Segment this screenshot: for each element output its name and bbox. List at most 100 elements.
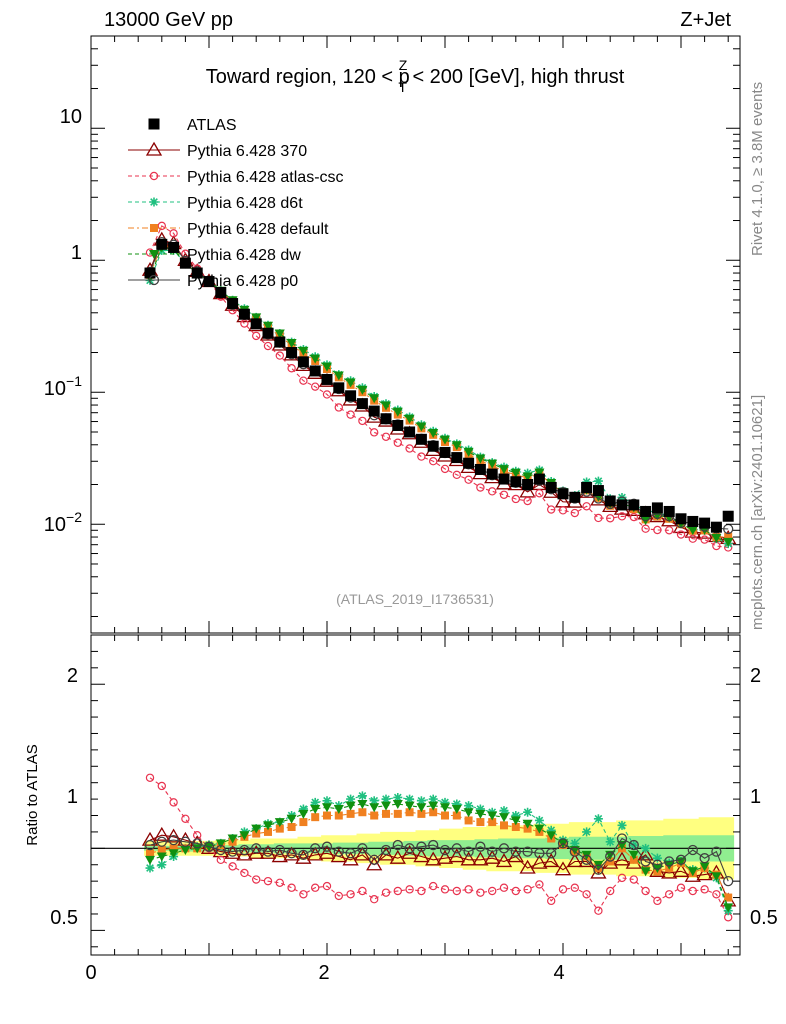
ratio-point-d6t: [570, 838, 580, 848]
ytick-ratio-05-left: 0.5: [50, 907, 78, 929]
ratio-point-p0: [546, 848, 557, 859]
ratio-point-dw: [345, 801, 356, 811]
plot-title-sub: T: [398, 79, 407, 95]
ratio-point-atlascsc: [169, 798, 178, 807]
ratio-point-atlascsc: [358, 886, 367, 896]
ratio-point-default: [488, 818, 497, 827]
ratio-point-default: [500, 821, 508, 830]
main-point-atlascsc: [606, 514, 615, 523]
ratio-point-d6t: [369, 796, 379, 806]
main-point-dw: [333, 371, 344, 381]
ratio-point-default: [146, 849, 154, 858]
ratio-point-d6t: [452, 799, 462, 809]
ratio-point-atlascsc: [157, 781, 166, 791]
ratio-point-p370: [330, 848, 347, 863]
ratio-point-p370: [613, 851, 631, 866]
ratio-point-p0: [416, 841, 427, 852]
ratio-point-dw: [699, 862, 710, 872]
ratio-point-default: [429, 808, 438, 817]
analysis-tag: (ATLAS_2019_I1736531): [336, 591, 494, 607]
ratio-point-p370: [637, 846, 654, 861]
ratio-point-p0: [239, 844, 250, 856]
ratio-point-atlascsc: [393, 886, 402, 896]
ratio-point-p0: [510, 846, 521, 857]
data-point-atlas: [663, 505, 675, 517]
mcplots-label: mcplots.cern.ch [arXiv:2401.10621]: [749, 395, 766, 630]
ratio-point-atlascsc: [547, 896, 556, 906]
data-point-atlas: [710, 521, 722, 533]
main-point-atlascsc: [181, 249, 190, 258]
ratio-point-p0: [675, 854, 687, 865]
ratio-point-d6t: [475, 804, 485, 814]
plot-title-pre: Toward region, 120 < p: [206, 66, 410, 88]
ratio-point-d6t: [405, 794, 415, 804]
ratio-point-dw: [487, 811, 498, 821]
legend-marker-p0: [148, 274, 160, 286]
data-point-atlas: [297, 356, 309, 368]
ytick-ratio-1-left: 1: [67, 786, 78, 808]
ratio-point-d6t: [641, 843, 651, 853]
data-point-atlas: [545, 481, 557, 493]
ratio-point-atlascsc: [476, 888, 485, 897]
ratio-point-atlascsc: [216, 855, 225, 865]
ratio-point-atlascsc: [606, 886, 615, 896]
main-line-d6t: [149, 249, 729, 545]
data-point-atlas: [687, 515, 699, 527]
ratio-point-dw: [333, 804, 344, 814]
ratio-point-p0: [357, 843, 368, 854]
ratio-point-p0: [404, 843, 415, 854]
main-point-atlascsc: [535, 489, 544, 498]
ratio-point-atlascsc: [440, 885, 450, 894]
main-point-dw: [534, 468, 545, 478]
ratio-point-dw: [156, 852, 167, 862]
ratio-point-default: [724, 893, 733, 902]
data-point-atlas: [309, 365, 321, 377]
main-point-atlascsc: [417, 452, 426, 461]
ratio-point-p370: [342, 851, 359, 866]
ratio-point-atlascsc: [594, 906, 603, 915]
main-point-atlascsc: [629, 512, 639, 522]
legend-label-atlascsc: Pythia 6.428 atlas-csc: [187, 169, 344, 186]
ratio-point-p370: [460, 851, 477, 866]
xtick-2: 2: [318, 962, 329, 984]
legend-marker-atlascsc: [149, 171, 159, 181]
ratio-point-default: [393, 809, 402, 818]
ratio-point-p0: [262, 846, 274, 857]
main-point-dw: [687, 526, 698, 536]
ratio-point-default: [157, 845, 166, 854]
ratio-point-p0: [144, 839, 156, 851]
ratio-point-p370: [696, 866, 713, 881]
main-point-atlascsc: [499, 490, 509, 499]
ratio-point-atlascsc: [700, 885, 709, 894]
ratio-point-p370: [165, 828, 182, 843]
ratio-point-dw: [298, 809, 309, 819]
ratio-point-p370: [248, 844, 265, 859]
ratio-point-default: [311, 813, 320, 822]
ratio-point-atlascsc: [629, 875, 639, 884]
data-point-atlas: [522, 479, 534, 491]
main-panel-frame: [90, 35, 741, 634]
data-point-atlas: [333, 382, 345, 394]
main-point-atlascsc: [358, 416, 367, 426]
data-point-atlas: [427, 440, 439, 452]
ratio-point-default: [452, 811, 461, 820]
ratio-point-d6t: [605, 837, 615, 847]
ratio-point-atlascsc: [240, 868, 249, 878]
data-point-atlas: [250, 318, 262, 330]
ratio-point-p0: [392, 839, 403, 851]
ratio-point-p370: [566, 853, 583, 868]
ratio-point-default: [299, 818, 308, 827]
ratio-point-p370: [401, 844, 418, 859]
main-point-atlascsc: [582, 502, 591, 511]
ratio-point-d6t: [357, 791, 367, 801]
ratio-panel-frame: [90, 634, 741, 956]
ratio-point-atlascsc: [322, 881, 332, 891]
ratio-point-d6t: [652, 853, 662, 863]
main-point-atlascsc: [370, 428, 379, 437]
ratio-point-atlascsc: [263, 876, 273, 886]
main-point-atlascsc: [523, 496, 532, 506]
ratio-point-p370: [224, 844, 241, 859]
data-point-atlas: [345, 390, 357, 402]
ratio-point-default: [358, 808, 367, 817]
